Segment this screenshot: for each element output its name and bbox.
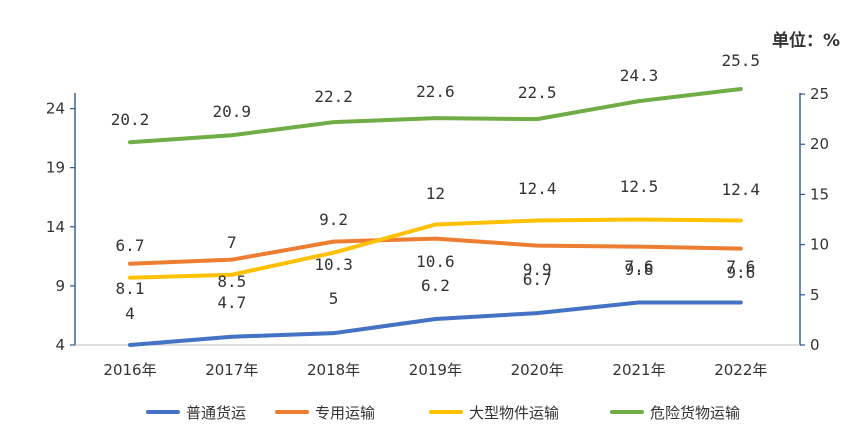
unit-label: 单位：% [772,30,840,51]
axes: 4 9 14 19 24 0 5 10 15 20 25 2016年 2017年 2018年 2019年 20… [46,85,829,379]
data-label: 9.2 [319,210,348,229]
right-tick-label: 20 [810,135,829,153]
data-label: 7 [227,233,237,252]
data-label: 22.5 [518,83,557,102]
data-label: 12.5 [620,177,659,196]
data-label: 6.7 [116,236,145,255]
x-tick-label: 2019年 [409,361,462,379]
data-labels: 4 4.7 5 6.2 6.7 7.6 7.6 8.1 8.5 10.3 10.6 9.9 9.8 9.6… [111,51,760,323]
left-tick-label: 24 [46,100,65,118]
legend-label: 大型物件运输 [469,404,559,422]
data-label: 8.1 [116,279,145,298]
legend-label: 普通货运 [186,404,246,422]
left-tick-label: 4 [55,336,65,354]
data-label: 6.2 [421,276,450,295]
series-lines [128,87,743,347]
data-label: 8.5 [217,272,246,291]
data-label: 9.9 [523,260,552,279]
data-label: 24.3 [620,66,659,85]
data-label: 4.7 [217,293,246,312]
x-tick-label: 2016年 [103,361,156,379]
data-label: 25.5 [722,51,761,70]
right-tick-label: 5 [810,286,820,304]
x-tick-label: 2018年 [307,361,360,379]
right-tick-label: 10 [810,236,829,254]
right-tick-label: 25 [810,85,829,103]
data-label: 6.7 [523,270,552,289]
legend: 普通货运 专用运输 大型物件运输 危险货物运输 [146,404,740,422]
right-tick-label: 0 [810,336,820,354]
data-label: 10.3 [314,255,353,274]
right-tick-label: 15 [810,185,829,203]
data-label: 12.4 [518,179,557,198]
x-tick-label: 2022年 [714,361,767,379]
left-tick-label: 14 [46,218,65,236]
x-tick-label: 2017年 [205,361,258,379]
data-label: 9.8 [625,260,654,279]
data-label: 20.2 [111,110,150,129]
data-label: 4 [125,304,135,323]
series-line-4 [128,87,743,145]
data-label: 5 [329,289,339,308]
legend-label: 危险货物运输 [650,404,740,422]
data-label: 12 [426,184,445,203]
x-tick-label: 2021年 [612,361,665,379]
left-tick-label: 19 [46,159,65,177]
left-tick-label: 9 [55,277,65,295]
series-line-1 [128,300,743,347]
data-label: 20.9 [213,102,252,121]
series-line-3 [128,217,743,280]
data-label: 7.6 [726,257,755,276]
data-label: 22.6 [416,82,455,101]
series-line-2 [128,236,743,266]
data-label: 10.6 [416,252,455,271]
legend-label: 专用运输 [315,404,375,422]
x-tick-label: 2020年 [511,361,564,379]
data-label: 9.6 [726,263,755,282]
data-label: 12.4 [722,180,761,199]
data-label: 7.6 [625,257,654,276]
data-label: 22.2 [314,87,353,106]
